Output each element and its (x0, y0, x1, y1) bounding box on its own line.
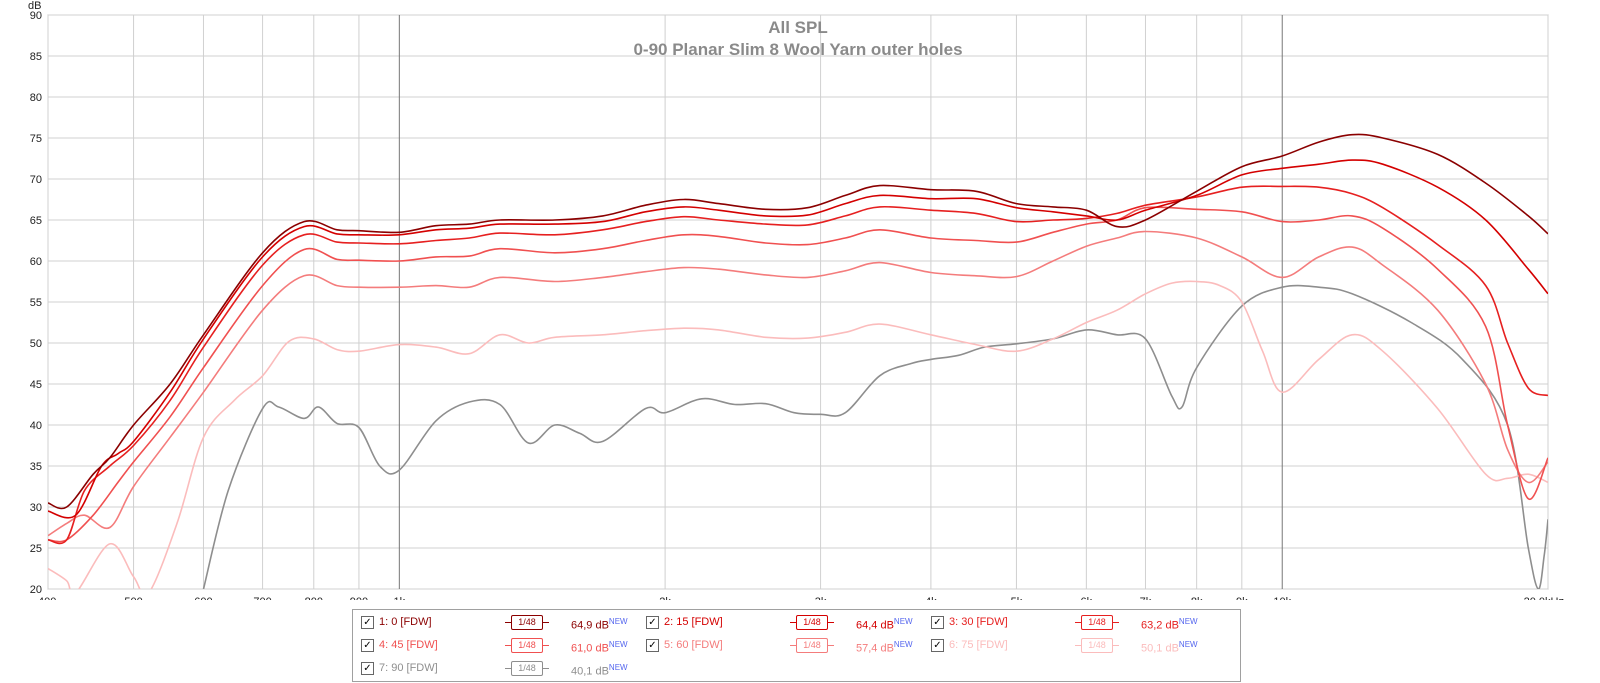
legend-item: ✓ 3: 30 [FDW] 1/48 63,2 dBNEW (931, 613, 1211, 632)
new-badge: NEW (608, 640, 628, 649)
x-tick-label: 6k (1081, 596, 1093, 600)
smoothing-button[interactable]: 1/48 (790, 615, 834, 630)
y-tick-label: 55 (30, 297, 42, 309)
x-tick-label: 900 (350, 596, 368, 600)
legend-label: 6: 75 [FDW] (949, 639, 1008, 651)
y-tick-labels: 20 25 30 35 40 45 50 55 60 65 70 75 80 85 90 (30, 10, 42, 596)
chart-subtitle: 0-90 Planar Slim 8 Wool Yarn outer holes (633, 40, 962, 59)
smoothing-button[interactable]: 1/48 (1075, 615, 1119, 630)
smoothing-button[interactable]: 1/48 (505, 638, 549, 653)
spl-chart: 20 25 30 35 40 45 50 55 60 65 70 75 80 85 90 400 500 600… (28, 0, 1564, 600)
legend-checkbox[interactable]: ✓ (646, 616, 659, 629)
smoothing-button[interactable]: 1/48 (505, 615, 549, 630)
legend-checkbox[interactable]: ✓ (361, 616, 374, 629)
legend-level-value: 64,9 dB (571, 619, 609, 632)
legend-label: 4: 45 [FDW] (379, 639, 438, 651)
new-badge: NEW (1178, 640, 1198, 649)
y-tick-label: 20 (30, 584, 42, 596)
y-tick-label: 65 (30, 215, 42, 227)
y-axis-label: dB (28, 0, 41, 12)
series-line-4 (48, 206, 1548, 543)
legend-checkbox[interactable]: ✓ (361, 639, 374, 652)
legend-level: 57,4 dBNEW (856, 636, 913, 658)
y-tick-label: 50 (30, 338, 42, 350)
y-tick-label: 40 (30, 420, 42, 432)
x-tick-label: 800 (305, 596, 323, 600)
x-tick-label: 10k (1273, 596, 1291, 600)
y-tick-label: 85 (30, 51, 42, 63)
x-tick-label: 9k (1236, 596, 1248, 600)
series-line-7 (202, 284, 1548, 589)
new-badge: NEW (893, 640, 913, 649)
legend-level-value: 57,4 dB (856, 642, 894, 655)
series-line-1 (48, 133, 1548, 510)
legend-checkbox[interactable]: ✓ (361, 662, 374, 675)
legend-level: 50,1 dBNEW (1141, 636, 1198, 658)
x-tick-label: 4k (925, 596, 937, 600)
x-tick-label: 400 (38, 596, 56, 600)
y-tick-label: 60 (30, 256, 42, 268)
legend-level-value: 50,1 dB (1141, 642, 1179, 655)
legend-item: ✓ 2: 15 [FDW] 1/48 64,4 dBNEW (646, 613, 926, 632)
x-tick-label: 700 (253, 596, 271, 600)
y-tick-label: 70 (30, 174, 42, 186)
legend-checkbox[interactable]: ✓ (646, 639, 659, 652)
chart-title: All SPL (768, 18, 828, 37)
new-badge: NEW (893, 617, 913, 626)
x-tick-label: 500 (124, 596, 142, 600)
legend: ✓ 1: 0 [FDW] 1/48 64,9 dBNEW ✓ 2: 15 [FDW] 1/4… (352, 609, 1241, 682)
legend-checkbox[interactable]: ✓ (931, 616, 944, 629)
smoothing-button[interactable]: 1/48 (505, 661, 549, 676)
legend-level: 64,9 dBNEW (571, 613, 628, 635)
x-tick-label: 3k (815, 596, 827, 600)
x-tick-label: 20,0kHz (1524, 596, 1564, 600)
x-tick-label: 1k (394, 596, 406, 600)
y-tick-label: 90 (30, 10, 42, 22)
x-tick-label: 5k (1011, 596, 1023, 600)
legend-label: 3: 30 [FDW] (949, 616, 1008, 628)
series-lines (48, 133, 1548, 589)
legend-level: 63,2 dBNEW (1141, 613, 1198, 635)
series-line-6 (48, 280, 1548, 589)
grid-lines (47, 14, 1549, 590)
legend-label: 5: 60 [FDW] (664, 639, 723, 651)
legend-level: 61,0 dBNEW (571, 636, 628, 658)
x-tick-label: 2k (659, 596, 671, 600)
series-line-2 (48, 159, 1548, 519)
legend-level-value: 64,4 dB (856, 619, 894, 632)
legend-level-value: 63,2 dB (1141, 619, 1179, 632)
legend-checkbox[interactable]: ✓ (931, 639, 944, 652)
y-tick-label: 45 (30, 379, 42, 391)
legend-level: 64,4 dBNEW (856, 613, 913, 635)
y-tick-label: 25 (30, 543, 42, 555)
x-tick-label: 8k (1191, 596, 1203, 600)
smoothing-button[interactable]: 1/48 (1075, 638, 1119, 653)
legend-level-value: 40,1 dB (571, 665, 609, 678)
y-tick-label: 75 (30, 133, 42, 145)
x-tick-labels: 400 500 600 700 800 900 1k 2k 3k 4k 5k 6k 7k 8k 9k 10k 2… (38, 596, 1564, 600)
new-badge: NEW (1178, 617, 1198, 626)
legend-item: ✓ 1: 0 [FDW] 1/48 64,9 dBNEW (361, 613, 641, 632)
legend-item: ✓ 6: 75 [FDW] 1/48 50,1 dBNEW (931, 636, 1211, 655)
legend-level: 40,1 dBNEW (571, 659, 628, 681)
y-tick-label: 80 (30, 92, 42, 104)
legend-label: 1: 0 [FDW] (379, 616, 432, 628)
new-badge: NEW (608, 617, 628, 626)
legend-level-value: 61,0 dB (571, 642, 609, 655)
series-line-5 (48, 230, 1548, 537)
x-tick-label: 7k (1140, 596, 1152, 600)
y-tick-label: 30 (30, 502, 42, 514)
legend-item: ✓ 7: 90 [FDW] 1/48 40,1 dBNEW (361, 659, 641, 678)
smoothing-button[interactable]: 1/48 (790, 638, 834, 653)
series-line-3 (48, 185, 1548, 545)
legend-label: 2: 15 [FDW] (664, 616, 723, 628)
new-badge: NEW (608, 663, 628, 672)
x-tick-label: 600 (194, 596, 212, 600)
legend-item: ✓ 4: 45 [FDW] 1/48 61,0 dBNEW (361, 636, 641, 655)
legend-item: ✓ 5: 60 [FDW] 1/48 57,4 dBNEW (646, 636, 926, 655)
y-tick-label: 35 (30, 461, 42, 473)
legend-label: 7: 90 [FDW] (379, 662, 438, 674)
